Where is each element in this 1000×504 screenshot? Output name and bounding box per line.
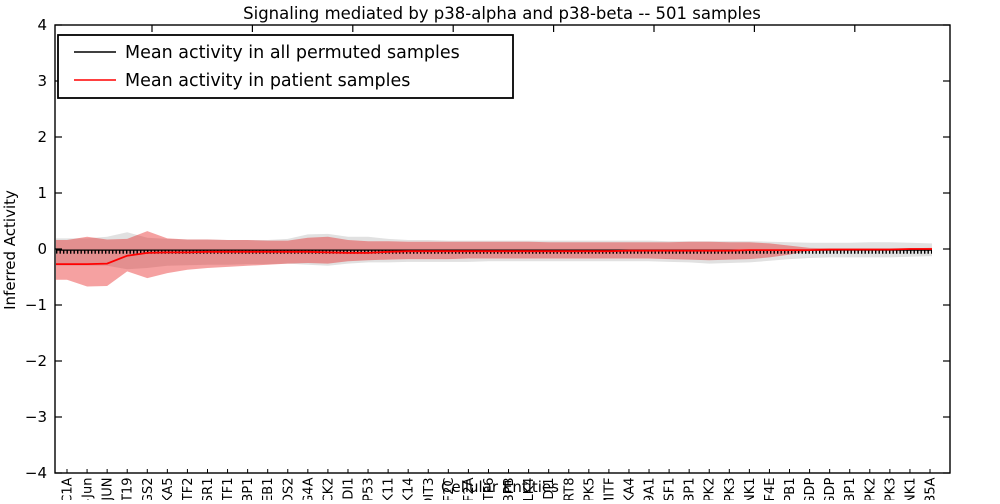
y-tick-label: −1 — [25, 296, 47, 314]
x-tick-label: RPS6KA5 — [161, 478, 176, 501]
x-tick-label: TP53 — [362, 478, 377, 501]
legend-label-patient: Mean activity in patient samples — [125, 71, 410, 91]
x-tick-label: MAPKAPK2 — [863, 478, 878, 501]
x-tick-label: MAPKAPK5 — [582, 478, 597, 501]
x-tick-label: JUN — [101, 478, 116, 501]
x-tick-label: SLC9A1 — [643, 478, 658, 501]
x-tick-label: PPARGC1A — [61, 477, 76, 500]
x-tick-label: mol:GDP — [803, 477, 818, 500]
y-tick-label: −3 — [25, 408, 47, 426]
x-tick-label: EIF4EBP1 — [241, 478, 256, 501]
x-tick-label: MAPKAPK3 — [883, 478, 898, 501]
y-tick-label: −2 — [25, 352, 47, 370]
x-tick-label: ATF2/c-Jun — [81, 478, 96, 501]
y-tick-label: 2 — [37, 128, 47, 146]
x-tick-label: p38alpha-beta/MAPKAPK3 — [723, 478, 738, 501]
x-tick-label: RPS6KA4 — [622, 478, 637, 501]
x-tick-label: MITF — [602, 478, 617, 501]
x-tick-label: p38alpha-beta/CK2 — [321, 478, 336, 501]
x-tick-label: ESR1 — [201, 478, 216, 501]
x-tick-label: NOS2 — [281, 478, 296, 501]
x-tick-label: MKNK1 — [903, 478, 918, 501]
x-axis-label: Cellular Entities — [441, 478, 559, 496]
legend: Mean activity in all permuted samples Me… — [58, 35, 513, 98]
x-tick-label: p38alpha-beta/HBP1 — [683, 478, 698, 501]
x-tick-label: ATF1 — [221, 478, 236, 501]
chart-title: Signaling mediated by p38-alpha and p38-… — [243, 4, 761, 23]
y-axis-label: Inferred Activity — [1, 190, 19, 310]
x-tick-label: PTGS2 — [141, 478, 156, 501]
x-tick-label: RAB5/GDP/GDI1 — [341, 478, 356, 501]
y-tick-label: 1 — [37, 184, 47, 202]
x-tick-label: MAPK14 — [402, 478, 417, 501]
x-tick-label: RAB5/GDP — [823, 477, 838, 500]
x-tick-label: ATF2 — [181, 478, 196, 501]
x-tick-label: RAB5A — [924, 477, 939, 500]
x-tick-label: HSPB1 — [783, 478, 798, 501]
y-tick-label: −4 — [25, 464, 47, 482]
x-tick-label: EIF4E — [763, 478, 778, 501]
y-tick-label: 4 — [37, 16, 47, 34]
x-tick-label: MAPK11 — [382, 478, 397, 501]
x-tick-label: KRT8 — [562, 478, 577, 501]
x-tick-label: p38alpha-beta/MNK1 — [743, 478, 758, 501]
y-tick-label: 0 — [37, 240, 47, 258]
x-tick-label: USF1 — [663, 478, 678, 501]
x-tick-label: p38alpha-beta/MAPKAPK2 — [703, 478, 718, 501]
x-tick-label: KRT19 — [121, 478, 136, 501]
x-tick-label: HBP1 — [843, 478, 858, 501]
y-tick-label: 3 — [37, 72, 47, 90]
legend-label-permuted: Mean activity in all permuted samples — [125, 43, 460, 63]
x-tick-label: DDIT3 — [422, 478, 437, 501]
x-tick-label: PLA2G4A — [301, 477, 316, 500]
x-tick-label: CREB1 — [261, 478, 276, 501]
